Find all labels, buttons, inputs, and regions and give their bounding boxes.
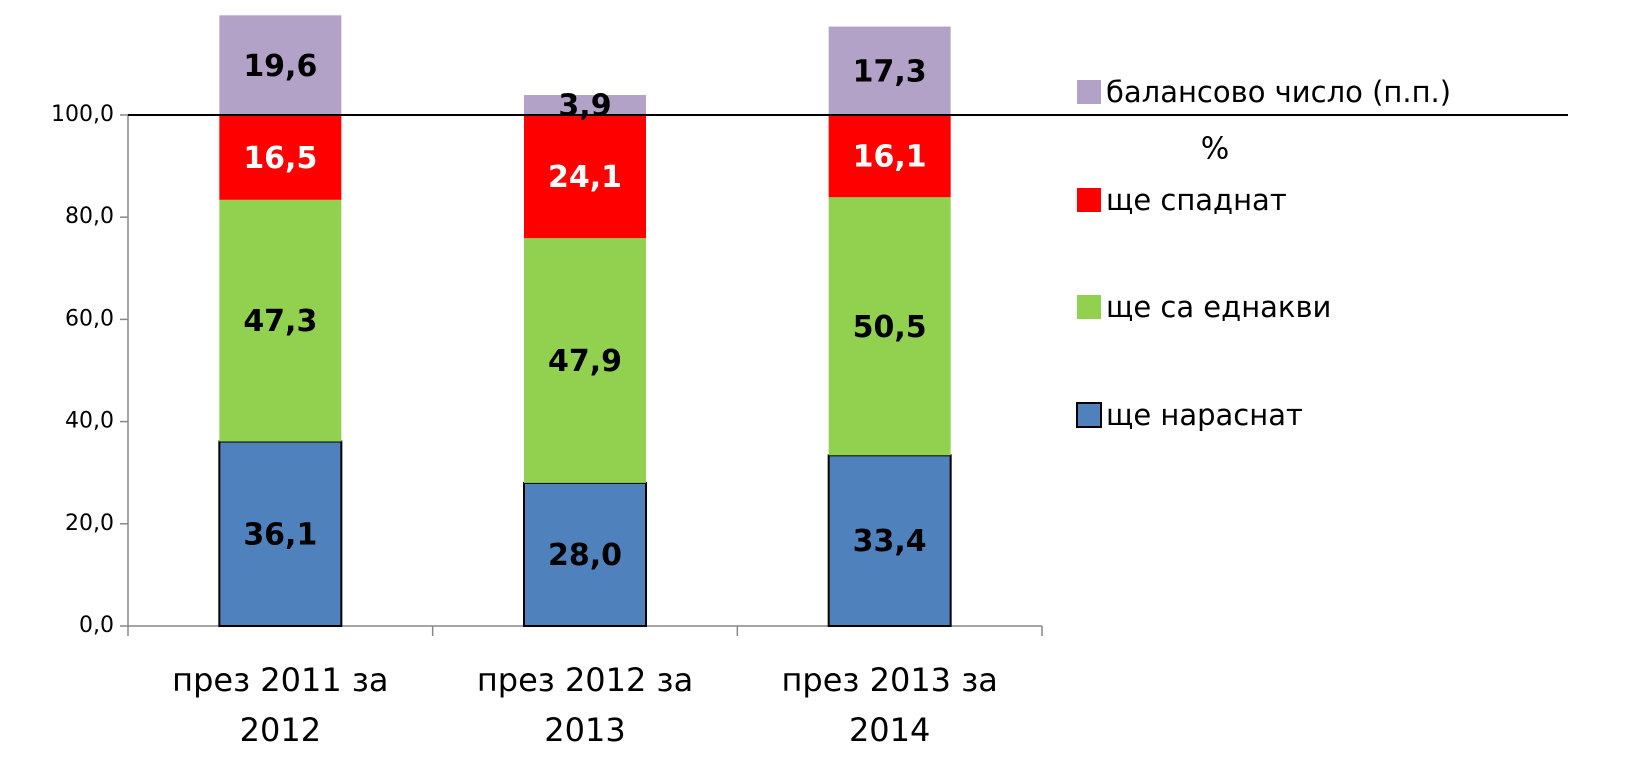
y-tick-label: 100,0 [51,102,114,127]
legend-label: ще спаднат [1106,183,1287,217]
legend-label: балансово число (п.п.) [1106,75,1451,109]
data-label: 19,6 [243,49,317,84]
bar-segment [828,26,951,115]
data-label: 16,1 [853,140,927,175]
x-tick-label: през 2012 за 2013 [476,661,694,749]
bar-segment [524,95,646,115]
bar-segment [219,199,342,442]
y-tick-label: 0,0 [79,613,114,638]
y-tick-label: 20,0 [65,511,114,536]
data-label: 28,0 [548,538,622,573]
data-label: 16,5 [243,141,317,176]
bar-segment [219,115,342,200]
bar-segment [828,114,951,198]
data-label: 36,1 [243,517,317,552]
y-tick-label: 80,0 [65,204,114,229]
data-label: 3,9 [558,89,611,124]
bar-segment [218,440,343,627]
y-unit-label: % [1201,132,1230,167]
bar-segment [828,197,951,456]
y-tick-label: 60,0 [65,306,114,331]
data-label: 33,4 [853,524,927,559]
bar-segment [523,481,647,627]
x-tick-label: през 2013 за 2014 [781,661,998,749]
data-label: 17,3 [853,54,927,89]
legend-swatch [1077,188,1101,212]
bar-segment [827,454,952,627]
bar-segment [219,15,342,116]
x-tick-label: през 2011 за 2012 [172,661,389,749]
legend-label: ще нараснат [1106,398,1303,432]
bar-segment [524,114,646,239]
legend-swatch [1076,402,1102,428]
legend-swatch [1077,295,1101,319]
legend-swatch [1077,80,1101,104]
data-label: 47,3 [243,304,317,339]
bar-segment [524,238,646,483]
data-label: 50,5 [853,310,927,345]
legend-label: ще са еднакви [1106,290,1331,324]
data-label: 47,9 [548,344,622,379]
data-label: 24,1 [548,160,622,195]
y-tick-label: 40,0 [65,409,114,434]
